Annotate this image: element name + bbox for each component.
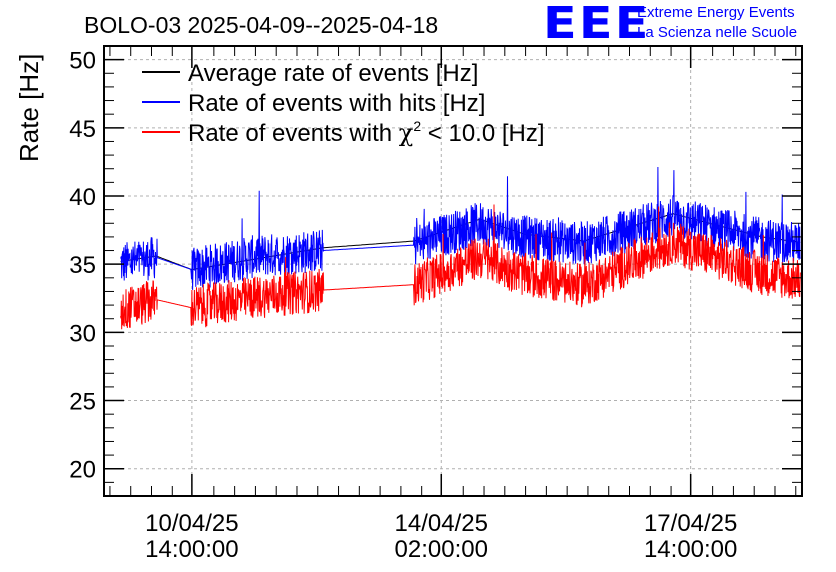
brand-line-1: Extreme Energy Events (637, 4, 795, 21)
axes: 2025303540455010/04/2514:00:0014/04/2502… (69, 45, 802, 563)
plot-series (120, 166, 801, 330)
legend: Average rate of events [Hz] Rate of event… (142, 60, 545, 147)
x-tick-label: 10/04/25 (145, 510, 238, 537)
legend-label: Average rate of events [Hz] (188, 60, 478, 87)
y-tick-label: 35 (69, 252, 96, 279)
x-tick-label: 14:00:00 (644, 536, 737, 563)
y-tick-label: 40 (69, 184, 96, 211)
y-tick-label: 25 (69, 389, 96, 416)
y-tick-label: 30 (69, 320, 96, 347)
series-line (120, 204, 801, 330)
legend-label: Rate of events with hits [Hz] (188, 90, 485, 117)
y-axis-label: Rate [Hz] (14, 54, 44, 162)
y-tick-label: 45 (69, 116, 96, 143)
y-tick-label: 20 (69, 457, 96, 484)
legend-label: Rate of events with χ2 < 10.0 [Hz] (188, 118, 545, 147)
plot-frame (103, 45, 803, 497)
x-tick-label: 02:00:00 (395, 536, 488, 563)
brand-line-2: La Scienza nelle Scuole (637, 24, 798, 41)
x-tick-label: 14/04/25 (395, 510, 488, 537)
chart-title: BOLO-03 2025-04-09--2025-04-18 (84, 12, 438, 38)
y-tick-label: 50 (69, 48, 96, 75)
x-tick-label: 17/04/25 (644, 510, 737, 537)
eee-logo: EEE (543, 0, 651, 49)
x-tick-label: 14:00:00 (145, 536, 238, 563)
